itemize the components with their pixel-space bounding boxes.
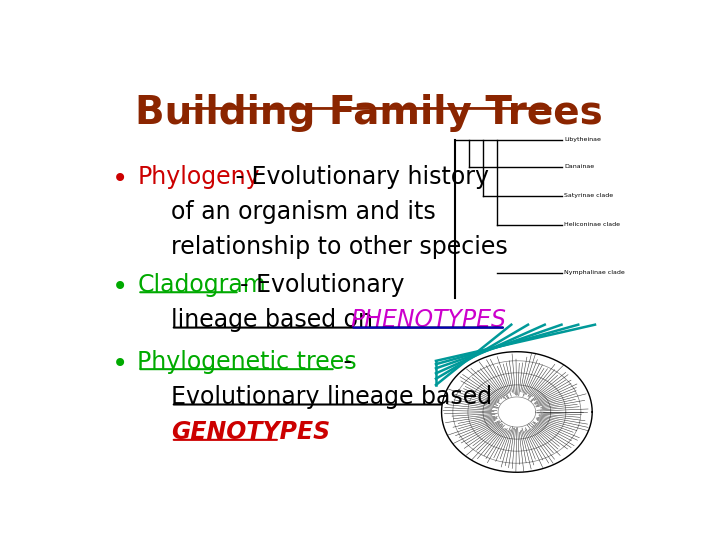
Text: Nymphalinae clade: Nymphalinae clade: [564, 270, 625, 275]
Text: •: •: [112, 273, 129, 301]
Text: -: -: [336, 349, 351, 374]
Text: relationship to other species: relationship to other species: [171, 235, 508, 259]
Text: of an organism and its: of an organism and its: [171, 200, 436, 224]
Text: •: •: [112, 165, 129, 193]
Text: - Evolutionary: - Evolutionary: [240, 273, 404, 296]
Text: Satyrinae clade: Satyrinae clade: [564, 193, 613, 198]
Text: Heliconinae clade: Heliconinae clade: [564, 222, 621, 227]
Text: lineage based on: lineage based on: [171, 308, 380, 332]
Text: Danainae: Danainae: [564, 164, 595, 169]
Text: •: •: [112, 349, 129, 377]
Text: Libytheinae: Libytheinae: [564, 137, 601, 142]
Text: PHENOTYPES: PHENOTYPES: [351, 308, 507, 332]
Text: Phylogenetic trees: Phylogenetic trees: [138, 349, 357, 374]
Text: - Evolutionary history: - Evolutionary history: [228, 165, 490, 188]
Text: Evolutionary lineage based: Evolutionary lineage based: [171, 385, 492, 409]
Text: Cladogram: Cladogram: [138, 273, 266, 296]
Text: GENOTYPES: GENOTYPES: [171, 420, 330, 444]
Text: Phylogeny: Phylogeny: [138, 165, 260, 188]
Text: Building Family Trees: Building Family Trees: [135, 94, 603, 132]
